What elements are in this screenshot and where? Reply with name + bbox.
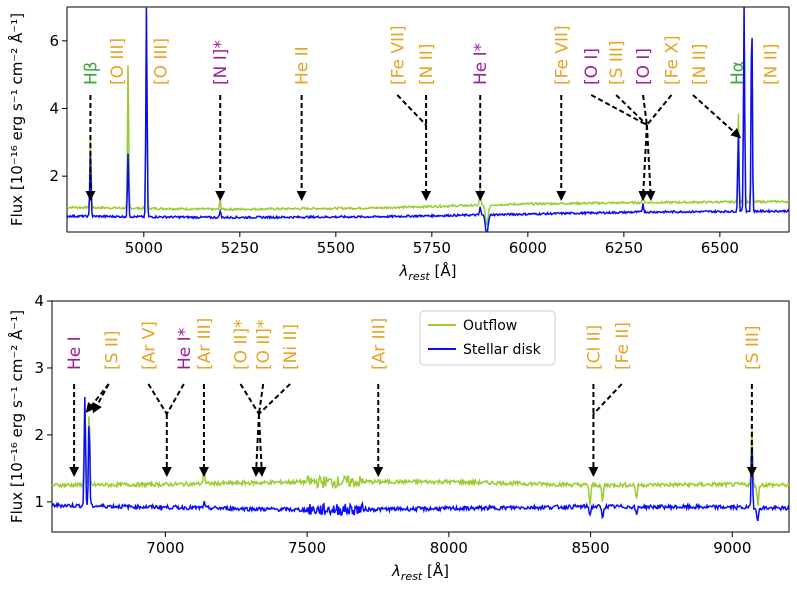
x-tick-label: 7500 bbox=[288, 539, 326, 557]
annotation-arrow bbox=[645, 124, 656, 201]
line-annotations: Hβ [O III] [O III] [N I]* He II [Fe VII] [N II… bbox=[81, 25, 782, 201]
series-line-outflow bbox=[67, 7, 789, 227]
y-tick-label: 3 bbox=[34, 359, 44, 377]
line-label: [O III] bbox=[151, 38, 171, 85]
line-label: He I bbox=[65, 336, 85, 370]
x-axis-label: λrest [Å] bbox=[399, 261, 457, 283]
y-axis-label: Flux [10⁻¹⁶ erg s⁻¹ cm⁻² Å⁻¹] bbox=[7, 310, 26, 523]
spectra-plot bbox=[67, 7, 789, 232]
annotation-arrow bbox=[256, 413, 267, 477]
line-annotations: He I [S II] [Ar V] He I* [Ar III] [O II]* [O I… bbox=[65, 318, 763, 477]
annotation-arrow bbox=[85, 383, 110, 413]
y-tick-label: 6 bbox=[49, 32, 59, 50]
annotation-arrow bbox=[692, 94, 742, 139]
axes-frame bbox=[66, 6, 790, 233]
legend: Outflow Stellar disk bbox=[419, 310, 556, 366]
line-label: Hβ bbox=[81, 61, 101, 85]
x-tick-label: 9000 bbox=[713, 539, 751, 557]
annotation-branch bbox=[592, 383, 623, 415]
annotation-branch bbox=[257, 383, 265, 415]
y-axis-label: Flux [10⁻¹⁶ erg s⁻¹ cm⁻² Å⁻¹] bbox=[7, 13, 26, 226]
line-label: [O I] bbox=[634, 48, 654, 85]
axes-frame bbox=[51, 300, 790, 533]
x-tick-label: 5500 bbox=[317, 239, 355, 257]
legend-label-stellar: Stellar disk bbox=[463, 342, 542, 358]
x-tick-label: 5250 bbox=[221, 239, 259, 257]
y-tick-label: 2 bbox=[49, 167, 59, 185]
line-label: [Ni II] bbox=[281, 324, 301, 370]
line-label: [Cl II] bbox=[584, 325, 604, 370]
line-label: He II bbox=[293, 46, 313, 85]
series-line-stellar bbox=[52, 396, 789, 522]
line-label: [Fe II] bbox=[613, 322, 633, 370]
x-tick-label: 5000 bbox=[125, 239, 163, 257]
bottom-panel: 7000 7500 8000 8500 9000 1 2 3 4 λrest [Å] Flux [1… bbox=[7, 292, 790, 583]
line-label: [O III] bbox=[108, 38, 128, 85]
line-label: [N I]* bbox=[211, 40, 231, 85]
x-tick-label: 7000 bbox=[146, 539, 184, 557]
annotation-arrow bbox=[92, 383, 110, 414]
annotation-branch bbox=[239, 383, 260, 415]
line-label: [O I] bbox=[582, 48, 602, 85]
spectra-plot bbox=[52, 396, 789, 522]
x-tick-label: 6000 bbox=[509, 239, 547, 257]
annotation-branch bbox=[396, 94, 427, 126]
annotation-branch bbox=[642, 94, 648, 126]
y-tick-label: 4 bbox=[34, 292, 44, 310]
annotation-branch bbox=[258, 383, 291, 415]
line-label: [Fe VII] bbox=[552, 25, 572, 85]
annotation-branch bbox=[615, 94, 648, 126]
x-tick-label: 6500 bbox=[701, 239, 739, 257]
line-label: [N II] bbox=[690, 44, 710, 85]
top-panel: 5000 5250 5500 5750 6000 6250 6500 2 4 6 λrest [Å]… bbox=[7, 6, 790, 283]
annotation-branch bbox=[646, 94, 673, 126]
x-axis-label: λrest [Å] bbox=[391, 561, 449, 583]
x-tick-label: 5750 bbox=[413, 239, 451, 257]
line-label: Hα bbox=[728, 61, 748, 85]
x-tick-label: 6250 bbox=[605, 239, 643, 257]
x-tick-label: 8000 bbox=[430, 539, 468, 557]
line-label: [Fe VII] bbox=[388, 25, 408, 85]
y-tick-label: 4 bbox=[49, 100, 59, 118]
series-line-outflow bbox=[52, 401, 789, 506]
line-label: [O II]* bbox=[254, 319, 274, 370]
legend-label-outflow: Outflow bbox=[463, 318, 517, 334]
line-label: [Ar III] bbox=[195, 318, 215, 370]
series-line-stellar bbox=[67, 7, 789, 232]
annotation-branch bbox=[590, 94, 648, 126]
annotation-branch bbox=[147, 383, 168, 415]
line-label: [Fe X] bbox=[662, 35, 682, 85]
line-label: [O II]* bbox=[232, 319, 252, 370]
y-tick-label: 1 bbox=[34, 493, 44, 511]
line-label: [Ar III] bbox=[369, 318, 389, 370]
line-label: [S III] bbox=[607, 40, 627, 85]
line-label: [S III] bbox=[743, 325, 763, 370]
line-label: He I* bbox=[471, 43, 491, 85]
line-label: [S II] bbox=[103, 331, 123, 371]
x-tick-label: 8500 bbox=[571, 539, 609, 557]
y-tick-label: 2 bbox=[34, 426, 44, 444]
annotation-branch bbox=[165, 383, 185, 415]
line-label: [N II] bbox=[417, 44, 437, 85]
line-label: He I* bbox=[175, 328, 195, 370]
line-label: [Ar V] bbox=[139, 321, 159, 370]
line-label: [N II] bbox=[762, 44, 782, 85]
annotation-arrow bbox=[638, 124, 649, 201]
